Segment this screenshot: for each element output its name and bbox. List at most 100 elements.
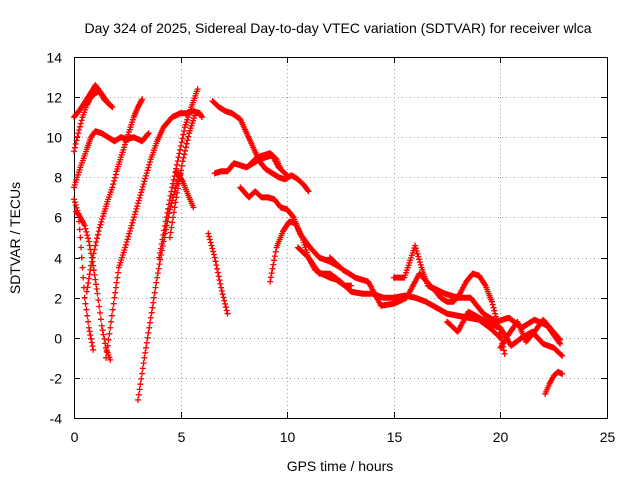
series-trace	[180, 133, 192, 161]
series-trace	[108, 300, 117, 325]
data-point	[90, 346, 97, 353]
series-trace	[404, 272, 422, 300]
data-point	[75, 130, 82, 137]
data-point	[81, 294, 88, 301]
series-trace	[391, 295, 409, 307]
series-trace	[80, 104, 89, 118]
series-trace	[86, 328, 96, 350]
series-t8	[134, 170, 184, 403]
series-trace	[238, 117, 249, 135]
series-trace	[218, 287, 230, 314]
series-trace	[142, 319, 153, 356]
data-point	[83, 288, 90, 295]
series-trace	[88, 129, 98, 139]
series-trace	[508, 335, 524, 349]
x-tick-label: 0	[71, 429, 79, 445]
series-t3	[71, 88, 116, 155]
series-t20	[390, 242, 508, 357]
series-trace	[78, 148, 89, 168]
series-trace	[455, 310, 471, 334]
y-tick-label: 14	[46, 50, 62, 66]
series-trace	[93, 228, 102, 245]
series-trace	[167, 199, 179, 236]
series-trace	[274, 158, 283, 171]
series-trace	[80, 274, 87, 291]
series-trace	[466, 309, 482, 321]
data-point	[156, 254, 163, 261]
data-point	[194, 86, 201, 93]
series-trace	[88, 90, 98, 100]
series-trace	[82, 225, 92, 242]
y-tick-label: 8	[54, 170, 62, 186]
series-trace	[140, 131, 151, 144]
series-trace	[71, 166, 83, 188]
series-trace	[101, 198, 111, 215]
series-trace	[295, 245, 311, 260]
series-trace	[154, 125, 166, 143]
y-tick-label: 2	[54, 291, 62, 307]
data-point	[107, 356, 114, 363]
series-trace	[423, 299, 439, 311]
series-trace	[187, 196, 196, 209]
series-trace	[110, 171, 119, 188]
series-trace	[112, 269, 122, 296]
data-point	[284, 172, 291, 179]
series-trace	[540, 317, 554, 332]
series-trace	[78, 244, 85, 261]
series-trace	[176, 128, 188, 157]
series-trace	[142, 159, 153, 182]
series-trace	[498, 332, 512, 350]
data-point	[109, 184, 116, 191]
series-t6	[83, 96, 146, 295]
series-trace	[280, 219, 292, 234]
series-trace	[97, 89, 106, 99]
series-trace	[551, 345, 565, 358]
series-t13	[209, 98, 312, 195]
axis-ticks	[74, 57, 608, 419]
series-trace	[306, 243, 322, 260]
series-trace	[180, 180, 192, 199]
data-point	[154, 274, 161, 281]
series-trace	[99, 327, 109, 347]
series-trace	[476, 273, 488, 288]
series-trace	[285, 207, 296, 220]
series-trace	[274, 230, 286, 249]
y-axis-label: SDTVAR / TECUs	[7, 182, 23, 294]
series-trace	[412, 245, 424, 268]
data-point	[412, 242, 419, 249]
series-t10	[166, 110, 199, 241]
series-trace	[78, 97, 89, 111]
data-point	[190, 204, 197, 211]
series-trace	[419, 266, 431, 287]
series-trace	[248, 155, 260, 166]
series-trace	[267, 248, 279, 281]
series-trace	[434, 305, 450, 317]
series-trace	[468, 295, 486, 316]
series-trace	[118, 136, 130, 158]
data-point	[501, 350, 508, 357]
plot-frame	[74, 57, 608, 419]
series-trace	[257, 159, 269, 172]
series-trace	[129, 203, 141, 226]
data-point	[162, 218, 169, 225]
series-trace	[206, 233, 217, 258]
series-trace	[78, 216, 87, 227]
series-trace	[244, 132, 256, 149]
data-point	[147, 314, 154, 321]
series-trace	[101, 95, 111, 106]
data-point	[557, 336, 564, 343]
series-trace	[212, 258, 224, 287]
series-trace	[306, 255, 322, 276]
data-point	[218, 284, 225, 291]
series-trace	[76, 218, 83, 233]
y-tick-label: 10	[46, 130, 62, 146]
series-trace	[135, 181, 147, 204]
y-tick-labels: -4 -2 0 2 4 6 8 10 12 14	[46, 50, 62, 427]
series-trace	[123, 225, 134, 248]
data-point	[348, 282, 355, 289]
series-trace	[84, 266, 94, 291]
series-trace	[182, 106, 194, 128]
series-trace	[197, 111, 205, 119]
y-tick-label: 4	[54, 251, 62, 267]
